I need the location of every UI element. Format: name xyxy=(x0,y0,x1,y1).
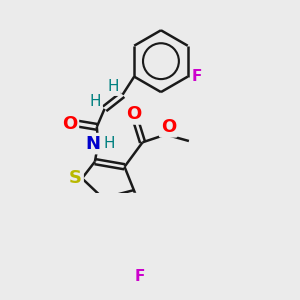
Text: O: O xyxy=(126,105,141,123)
Text: H: H xyxy=(108,80,119,94)
Text: F: F xyxy=(135,269,145,284)
Text: H: H xyxy=(104,136,116,151)
Text: S: S xyxy=(69,169,82,188)
Text: F: F xyxy=(191,69,202,84)
Text: N: N xyxy=(85,135,100,153)
Text: H: H xyxy=(90,94,101,109)
Text: O: O xyxy=(161,118,176,136)
Text: O: O xyxy=(62,115,77,133)
